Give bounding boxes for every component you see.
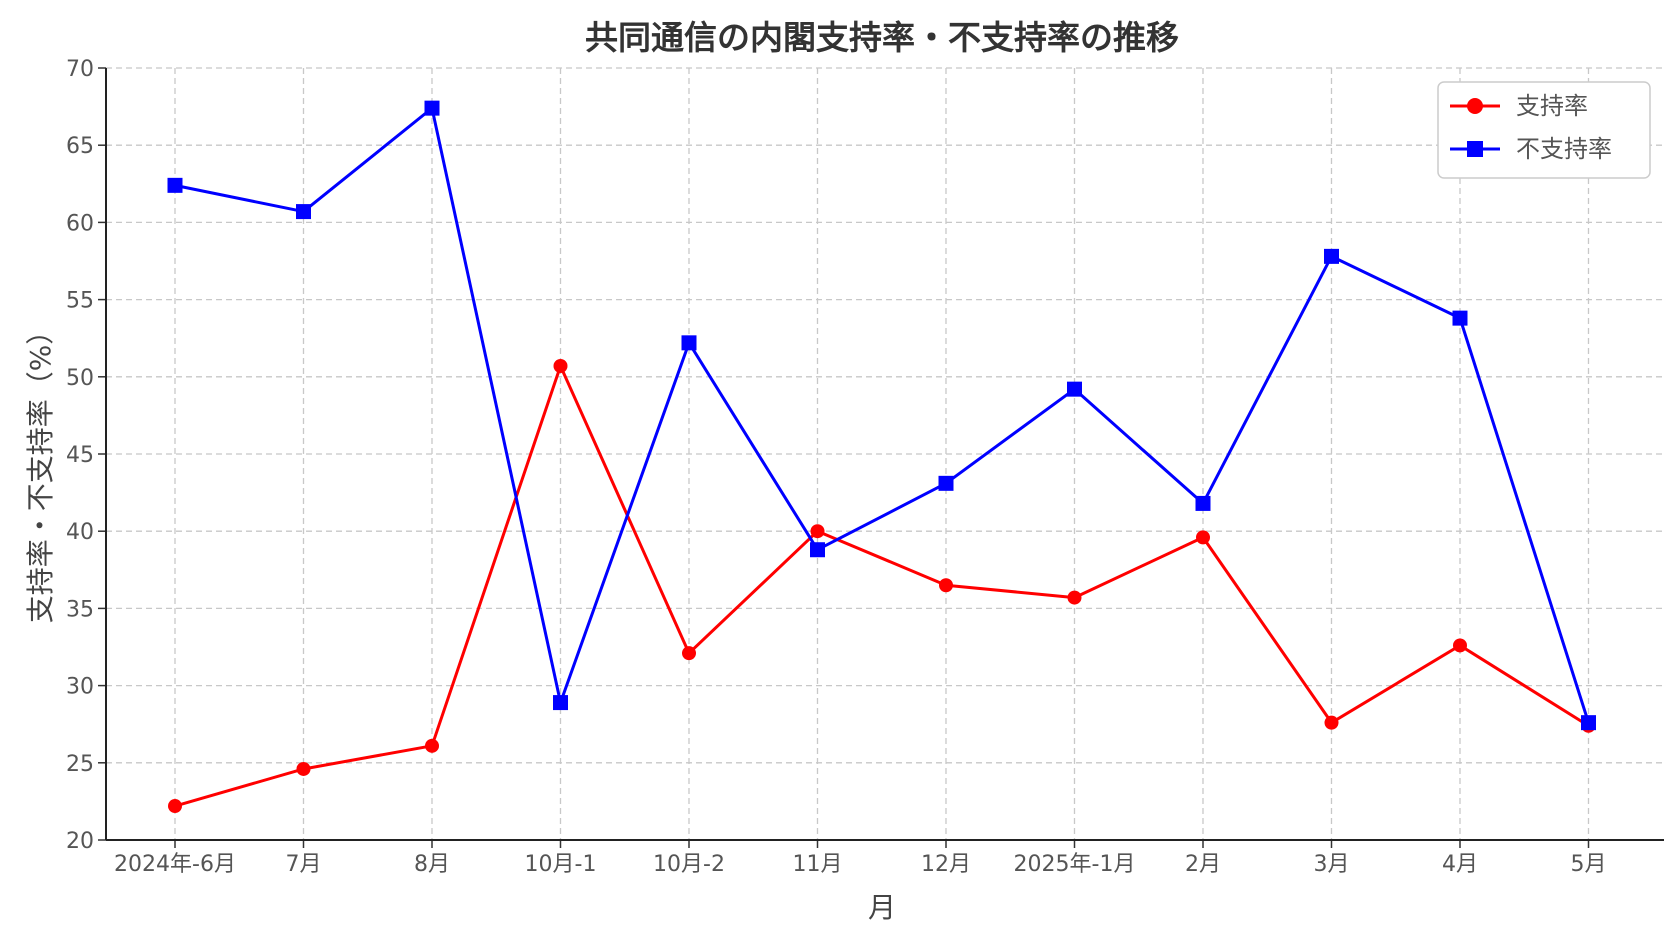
data-point <box>681 335 697 351</box>
y-tick-label: 35 <box>66 597 94 622</box>
data-point <box>1067 381 1082 397</box>
chart-title: 共同通信の内閣支持率・不支持率の推移 <box>585 18 1179 57</box>
axes <box>98 67 1664 848</box>
y-tick-label: 50 <box>66 366 94 391</box>
data-point <box>425 738 439 753</box>
series-line <box>174 106 1590 724</box>
grid <box>106 67 1664 841</box>
data-point <box>1453 638 1467 653</box>
data-point <box>1581 715 1596 731</box>
legend-label-disapproval: 不支持率 <box>1516 135 1612 163</box>
series-1 <box>167 100 1596 731</box>
data-point <box>810 524 825 539</box>
x-tick-label: 2月 <box>1185 852 1221 877</box>
data-point <box>810 542 825 558</box>
data-point <box>553 358 568 373</box>
data-point <box>168 799 182 814</box>
y-tick-label: 25 <box>66 752 94 777</box>
y-tick-label: 65 <box>66 134 94 159</box>
series-line <box>174 364 1590 808</box>
x-tick-label: 7月 <box>286 852 322 877</box>
data-point <box>1452 310 1468 326</box>
y-axis-label: 支持率・不支持率（%） <box>24 317 57 624</box>
data-point <box>1067 590 1082 605</box>
y-tick-label: 30 <box>66 675 94 700</box>
data-point <box>1195 495 1211 511</box>
data-point <box>1324 248 1339 264</box>
x-tick-label: 4月 <box>1442 852 1478 877</box>
data-point <box>1324 715 1339 730</box>
legend-marker-disapproval <box>1467 141 1483 157</box>
x-tick-label: 10月-1 <box>525 852 597 877</box>
data-point <box>1196 530 1210 545</box>
data-point <box>938 475 954 491</box>
y-tick-label: 60 <box>66 211 94 236</box>
x-axis-label: 月 <box>868 891 896 924</box>
x-tick-label: 2024年-6月 <box>114 852 236 877</box>
legend-label-support: 支持率 <box>1516 92 1588 120</box>
data-point <box>296 761 311 776</box>
y-tick-label: 70 <box>66 57 94 82</box>
data-point <box>167 177 183 193</box>
x-tick-label: 8月 <box>414 852 450 877</box>
y-tick-label: 20 <box>66 829 94 854</box>
data-point <box>296 204 311 220</box>
x-tick-label: 12月 <box>921 852 971 877</box>
x-tick-label: 5月 <box>1571 852 1607 877</box>
data-point <box>682 646 696 661</box>
data-point <box>553 695 568 711</box>
y-tick-label: 45 <box>66 443 94 468</box>
legend-marker-support <box>1467 98 1483 114</box>
x-tick-label: 11月 <box>793 852 843 877</box>
y-tick-label: 55 <box>66 289 94 314</box>
x-tick-label: 3月 <box>1314 852 1350 877</box>
data-point <box>939 578 953 593</box>
data-point <box>424 100 440 116</box>
y-tick-label: 40 <box>66 520 94 545</box>
series-group <box>167 100 1596 814</box>
x-tick-label: 10月-2 <box>653 852 725 877</box>
legend: 支持率 不支持率 <box>1437 81 1651 179</box>
x-tick-label: 2025年-1月 <box>1014 852 1136 877</box>
tick-labels: 20 25 30 35 40 45 50 55 60 65 70 2024年-6月 7月 8月 10月-1 1… <box>66 57 1607 877</box>
